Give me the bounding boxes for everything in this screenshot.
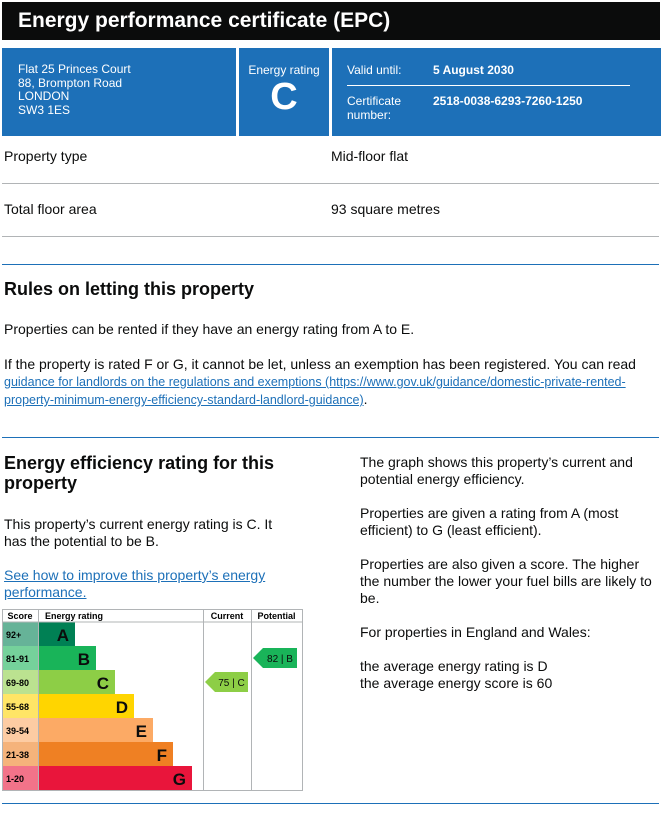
band-score: 55-68 <box>6 702 29 712</box>
band-score: 92+ <box>6 630 21 640</box>
text: If the property is rated F or G, it cann… <box>4 356 636 372</box>
address-line: LONDON <box>18 89 70 103</box>
section-divider <box>2 437 659 438</box>
rating-graph: Score Energy rating Current Potential 92+ A 81… <box>2 609 303 791</box>
detail-label: Property type <box>4 148 88 164</box>
paragraph: If the property is rated F or G, it cann… <box>4 356 660 409</box>
graph-frame <box>2 609 303 791</box>
rating-arrow <box>253 648 297 668</box>
band-letter: F <box>157 746 167 765</box>
score-cell <box>2 646 38 670</box>
score-cell <box>2 766 38 790</box>
band-bar <box>38 646 96 670</box>
address-line: Flat 25 Princes Court <box>18 62 131 76</box>
rating-box: Energy rating C <box>239 48 329 136</box>
address-line: SW3 1ES <box>18 102 71 117</box>
paragraph: Properties can be rented if they have an… <box>4 321 415 337</box>
divider <box>347 85 630 86</box>
average-line: the average energy score is 60 <box>360 675 553 691</box>
band-score: 69-80 <box>6 678 29 688</box>
divider <box>2 236 659 237</box>
rating-arrow <box>205 672 248 692</box>
address: Flat 25 Princes Court 88, Brompton Road … <box>18 62 131 117</box>
band-letter: C <box>97 674 109 693</box>
improve-link[interactable]: See how to improve this property’s energ… <box>4 567 266 600</box>
certificate-number: 2518-0038-6293-7260-1250 <box>433 94 583 108</box>
score-cell <box>2 622 38 646</box>
paragraph: The graph shows this property’s current … <box>360 454 633 487</box>
score-cell <box>2 742 38 766</box>
certificate-box: Valid until: 5 August 2030 Certificate n… <box>332 48 661 136</box>
score-cell <box>2 670 38 694</box>
band-bar <box>38 742 173 766</box>
band-bar <box>38 694 134 718</box>
band-letter: D <box>116 698 128 717</box>
rating-arrow-label: 75 | C <box>218 678 245 689</box>
detail-value: Mid-floor flat <box>331 148 409 164</box>
band-bar <box>38 670 115 694</box>
band-score: 1-20 <box>6 774 24 784</box>
valid-until: 5 August 2030 <box>433 63 514 77</box>
column-header: Energy rating <box>45 611 103 621</box>
band-letter: E <box>136 722 147 741</box>
paragraph: For properties in England and Wales: <box>360 624 591 640</box>
text: . <box>363 391 368 407</box>
band-bar <box>38 718 153 742</box>
divider <box>2 183 659 184</box>
average-line: the average energy rating is D <box>360 658 548 674</box>
band-bar <box>38 766 192 790</box>
page-title: Energy performance certificate (EPC) <box>18 9 391 32</box>
paragraph: This property’s current energy rating is… <box>4 516 273 549</box>
band-letter: G <box>173 770 186 789</box>
guidance-link[interactable]: guidance for landlords on the regulation… <box>4 375 626 407</box>
section-divider <box>2 803 659 804</box>
title-bar: Energy performance certificate (EPC) <box>2 2 660 40</box>
address-line: 88, Brompton Road <box>18 75 123 90</box>
valid-until-label: Valid until: <box>347 63 402 77</box>
score-cell <box>2 694 38 718</box>
address-box: Flat 25 Princes Court 88, Brompton Road … <box>2 48 236 136</box>
detail-value: 93 square metres <box>331 201 440 217</box>
band-score: 39-54 <box>6 726 29 736</box>
rating-arrow-label: 82 | B <box>267 654 293 665</box>
column-header: Potential <box>257 611 295 621</box>
side-text: The graph shows this property’s current … <box>360 454 655 692</box>
column-header: Score <box>7 611 32 621</box>
band-score: 81-91 <box>6 654 29 664</box>
paragraph: Properties are given a rating from A (mo… <box>360 505 619 538</box>
certificate-number-label: Certificate number: <box>347 94 402 122</box>
band-letter: A <box>57 626 69 645</box>
section-divider <box>2 264 659 265</box>
section-heading: Energy efficiency rating for this proper… <box>4 453 275 493</box>
paragraph: Properties are also given a score. The h… <box>360 556 652 606</box>
rating-label: Energy rating <box>248 63 320 77</box>
column-header: Current <box>211 611 244 621</box>
rating: C <box>270 76 298 118</box>
band-bar <box>38 622 75 646</box>
detail-label: Total floor area <box>4 201 97 217</box>
section-heading: Rules on letting this property <box>4 279 255 299</box>
score-cell <box>2 718 38 742</box>
band-letter: B <box>78 650 90 669</box>
band-score: 21-38 <box>6 750 29 760</box>
